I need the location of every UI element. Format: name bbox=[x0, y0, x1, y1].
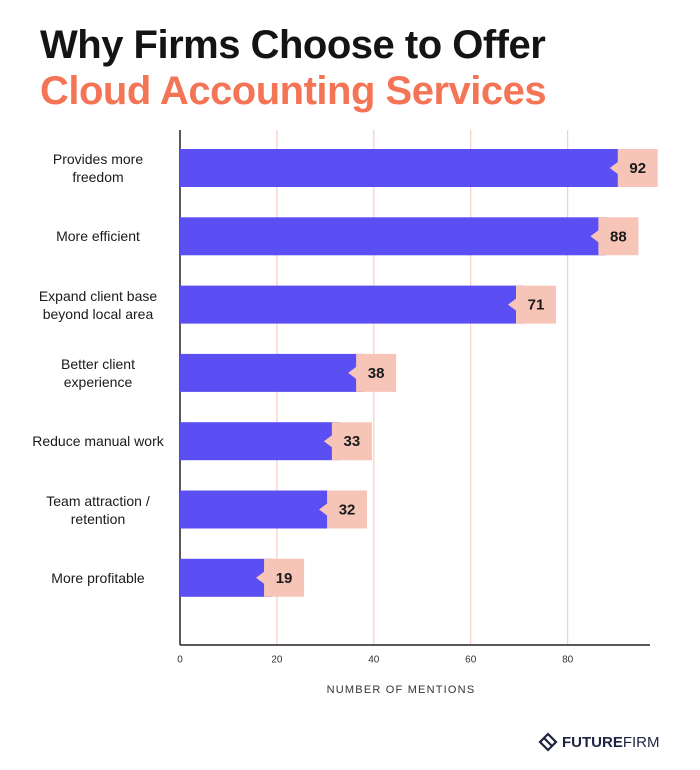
value-label-tag bbox=[323, 422, 372, 461]
title-line: Why Firms Choose to Offer bbox=[40, 23, 546, 67]
value-label: 88 bbox=[610, 228, 627, 245]
bar bbox=[180, 353, 365, 392]
logo-icon bbox=[538, 732, 558, 752]
category-label: More efficient bbox=[56, 228, 140, 245]
bar bbox=[180, 422, 340, 461]
x-tick-label: 60 bbox=[465, 655, 477, 666]
value-label: 71 bbox=[528, 297, 545, 314]
value-label: 19 bbox=[276, 570, 293, 587]
logo-text-bold: FUTURE bbox=[562, 734, 623, 751]
bar bbox=[180, 217, 607, 256]
x-tick-label: 80 bbox=[562, 655, 574, 666]
category-label: Expand client base beyond local area bbox=[38, 287, 158, 322]
logo-text-light: FIRM bbox=[623, 734, 660, 751]
bar bbox=[180, 149, 626, 187]
x-axis-label: NUMBER OF MENTIONS bbox=[327, 684, 476, 696]
category-label: Better client experience bbox=[61, 355, 135, 390]
value-label: 38 bbox=[368, 365, 385, 382]
brand-logo: FUTUREFIRM bbox=[538, 732, 660, 752]
value-label: 33 bbox=[344, 433, 361, 450]
logo-text: FUTUREFIRM bbox=[562, 734, 660, 751]
value-label-tag bbox=[609, 149, 658, 187]
category-label: More profitable bbox=[51, 569, 145, 586]
bar bbox=[180, 490, 336, 529]
category-label: Provides more freedom bbox=[52, 151, 144, 185]
category-label: Reduce manual work bbox=[32, 433, 164, 450]
chart-title: Why Firms Choose to Offer Cloud Accountin… bbox=[40, 22, 547, 114]
value-label-tag bbox=[256, 558, 305, 597]
value-label-tag bbox=[348, 353, 397, 392]
category-label: Team attraction / retention bbox=[46, 492, 150, 527]
x-tick-label: 0 bbox=[177, 655, 183, 666]
value-label: 92 bbox=[629, 160, 646, 177]
value-label: 32 bbox=[339, 501, 356, 518]
value-label-tag bbox=[508, 285, 557, 324]
title-line: Cloud Accounting Services bbox=[40, 69, 547, 113]
bar bbox=[180, 285, 525, 324]
value-label-tag bbox=[590, 217, 639, 256]
x-tick-label: 40 bbox=[368, 655, 380, 666]
x-tick-label: 20 bbox=[271, 655, 283, 666]
value-label-tag bbox=[319, 490, 368, 529]
